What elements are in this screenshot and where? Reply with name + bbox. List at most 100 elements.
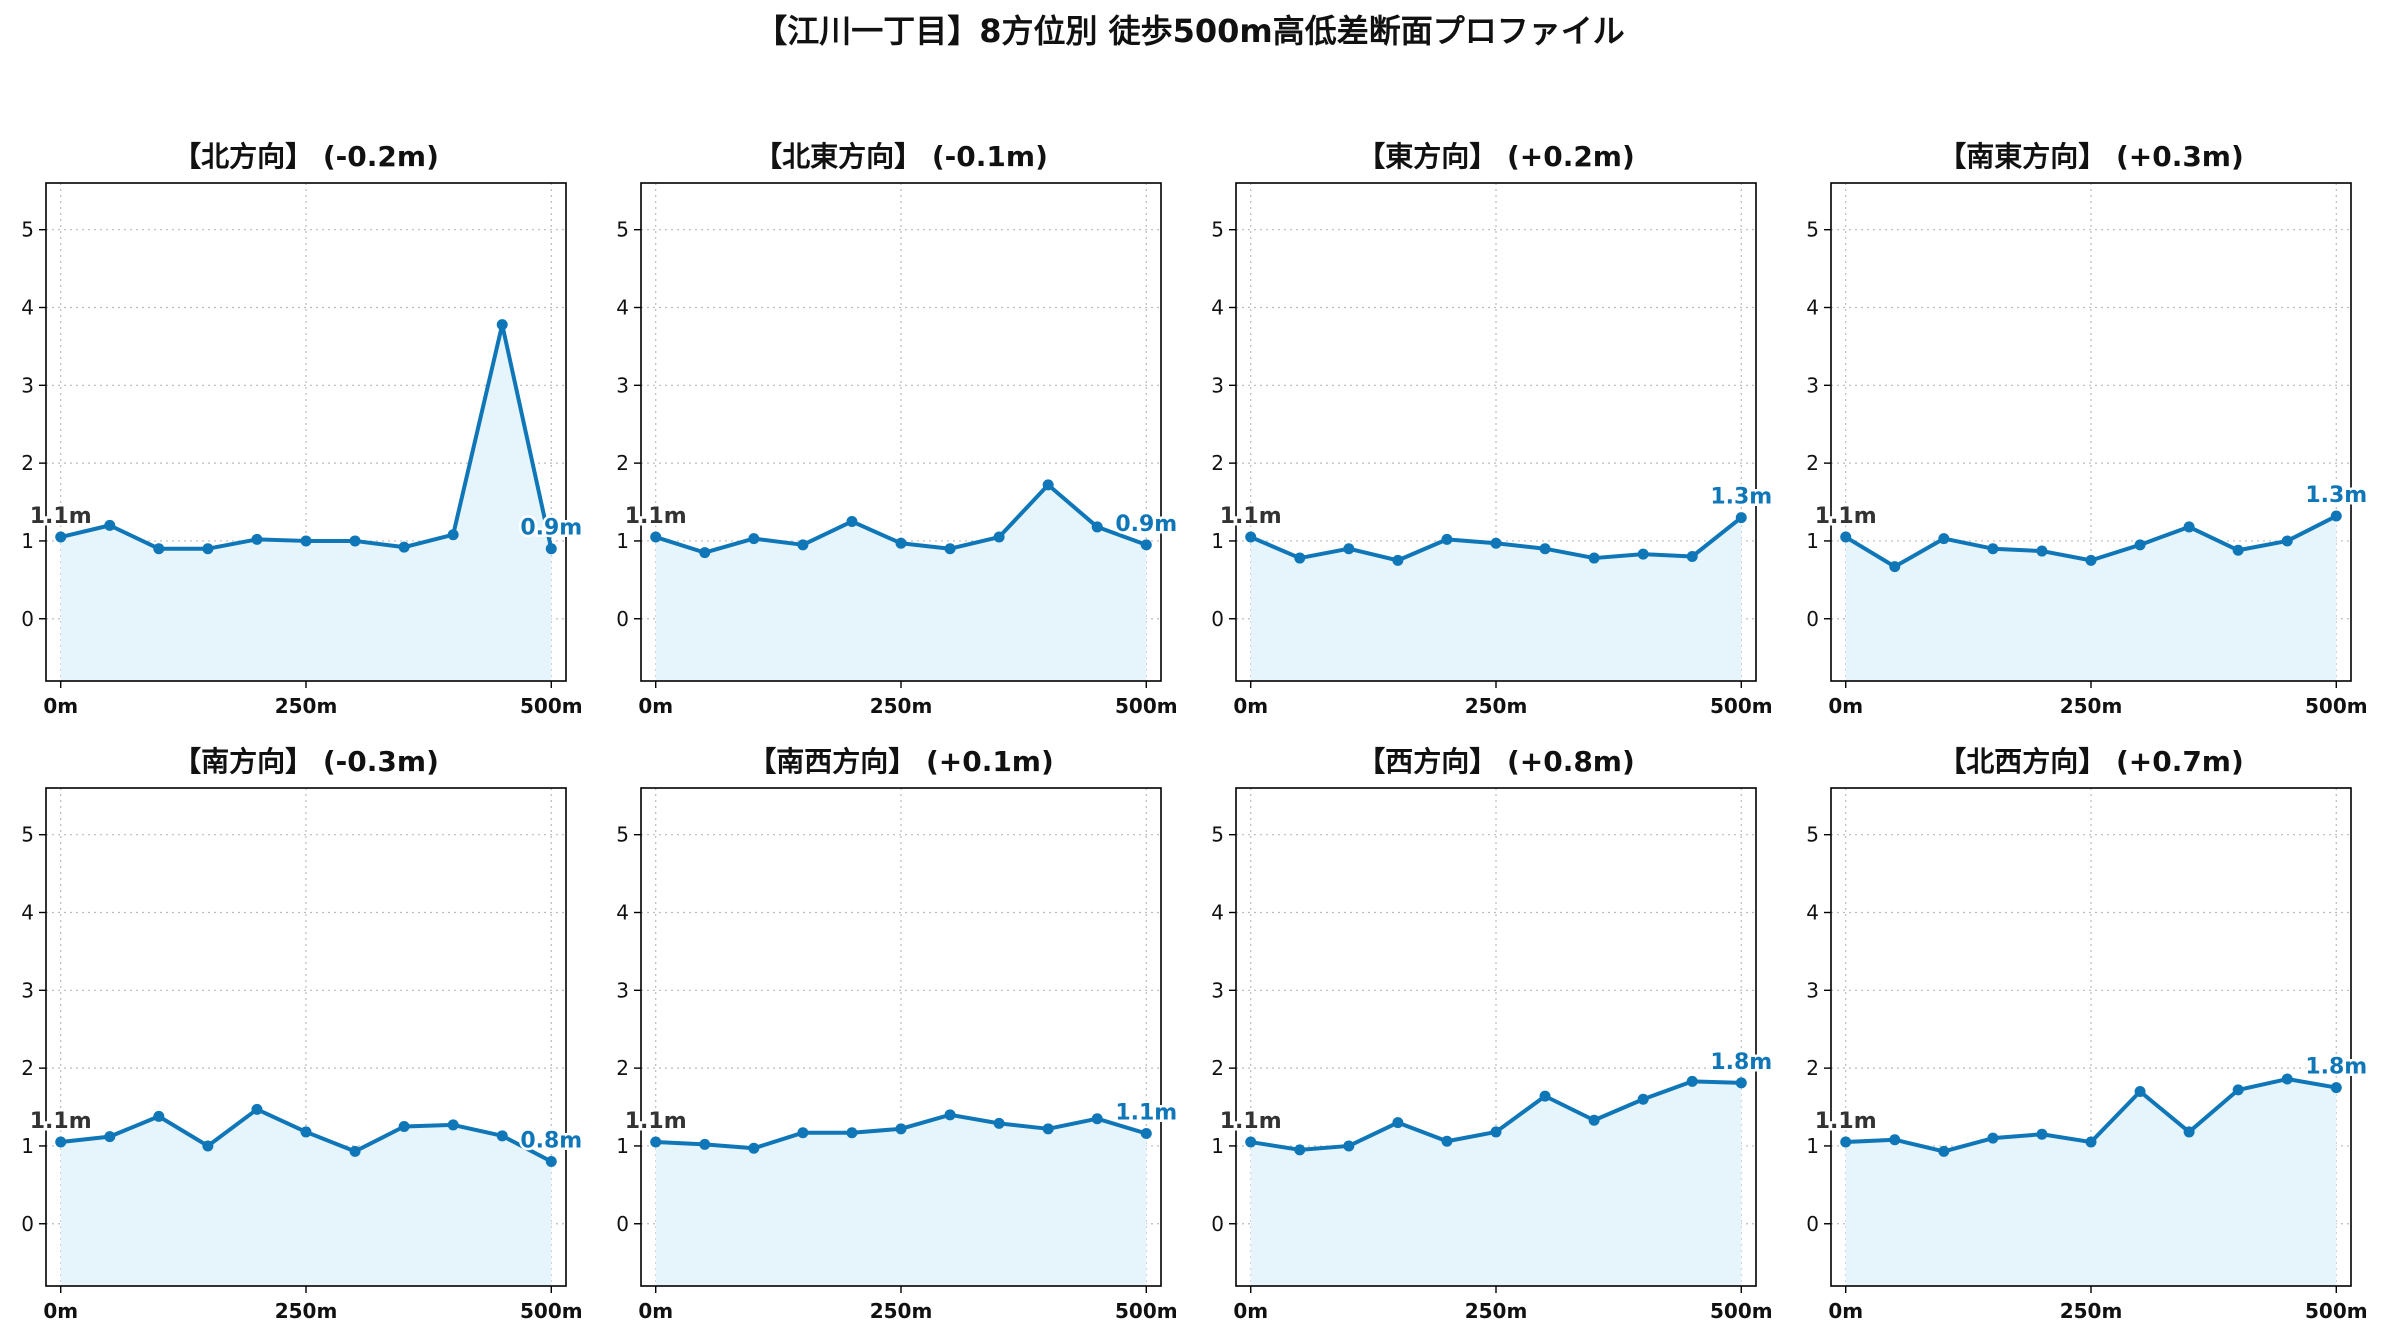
data-point	[2036, 1128, 2048, 1140]
data-point	[1042, 479, 1054, 491]
y-tick-label: 4	[1211, 296, 1224, 320]
data-point	[748, 533, 760, 545]
area-fill	[1250, 1081, 1742, 1286]
data-point	[1686, 551, 1698, 562]
data-point	[2085, 554, 2097, 566]
y-tick-label: 3	[1806, 373, 1819, 397]
data-point	[2134, 1085, 2146, 1097]
data-point	[1042, 1123, 1054, 1135]
start-elevation-label: 1.1m	[30, 504, 92, 529]
figure-title: 【江川一丁目】8方位別 徒歩500m高低差断面プロファイル	[755, 12, 1625, 50]
y-tick-label: 1	[1806, 529, 1819, 553]
x-tick-label: 500m	[2305, 694, 2368, 718]
data-point	[1539, 1090, 1551, 1102]
data-point	[1490, 537, 1502, 549]
data-point	[1294, 552, 1306, 564]
x-tick-label: 250m	[2060, 1299, 2123, 1323]
panel-4: 【南方向】 (-0.3m) 0 1 2 3 4 5 0m 250m 500m 1.1m 0.8m	[21, 745, 584, 1323]
y-tick-label: 0	[1211, 607, 1224, 631]
data-point	[55, 1136, 67, 1148]
data-point	[1588, 552, 1600, 564]
data-point	[1441, 1135, 1453, 1147]
y-tick-label: 5	[616, 218, 629, 242]
data-point	[1140, 1127, 1152, 1139]
y-tick-label: 1	[1211, 1134, 1224, 1158]
panel-title: 【南東方向】 (+0.3m)	[1938, 140, 2244, 173]
x-tick-label: 250m	[275, 1299, 338, 1323]
end-elevation-label: 0.8m	[520, 1129, 582, 1154]
x-tick-label: 250m	[275, 694, 338, 718]
y-tick-label: 4	[21, 296, 34, 320]
panel-title: 【北東方向】 (-0.1m)	[754, 140, 1048, 173]
y-tick-label: 0	[21, 1212, 34, 1236]
data-point	[1091, 521, 1103, 533]
area-fill	[1845, 1079, 2337, 1286]
data-point	[202, 543, 214, 555]
panel-1: 【北東方向】 (-0.1m) 0 1 2 3 4 5 0m 250m 500m 1.1m 0.9m	[616, 140, 1179, 718]
area-fill	[655, 1114, 1147, 1286]
data-point	[748, 1142, 760, 1154]
data-point	[104, 1131, 116, 1143]
y-tick-label: 5	[1211, 218, 1224, 242]
data-point	[349, 1145, 361, 1157]
data-point	[2330, 1082, 2342, 1094]
start-elevation-label: 1.1m	[1220, 504, 1282, 529]
data-point	[1091, 1113, 1103, 1125]
y-tick-label: 2	[616, 1056, 629, 1080]
x-tick-label: 0m	[638, 1299, 673, 1323]
y-tick-label: 3	[616, 978, 629, 1002]
x-tick-label: 500m	[1710, 1299, 1773, 1323]
data-point	[447, 529, 459, 541]
panel-title: 【北方向】 (-0.2m)	[173, 140, 439, 173]
data-point	[2183, 1126, 2195, 1138]
data-point	[398, 541, 410, 553]
data-point	[1343, 1140, 1355, 1152]
data-point	[944, 1109, 956, 1121]
x-tick-label: 0m	[638, 694, 673, 718]
x-tick-label: 500m	[1710, 694, 1773, 718]
y-tick-label: 2	[1806, 451, 1819, 475]
y-tick-label: 1	[1211, 529, 1224, 553]
panel-title: 【西方向】 (+0.8m)	[1357, 745, 1635, 778]
x-tick-label: 0m	[43, 694, 78, 718]
panel-7: 【北西方向】 (+0.7m) 0 1 2 3 4 5 0m 250m 500m 1.1m 1.8m	[1806, 745, 2369, 1323]
data-point	[2281, 535, 2293, 547]
x-tick-label: 500m	[2305, 1299, 2368, 1323]
x-tick-label: 0m	[1828, 694, 1863, 718]
x-tick-label: 250m	[1465, 694, 1528, 718]
data-point	[846, 1127, 858, 1139]
data-point	[545, 543, 557, 555]
data-point	[496, 319, 508, 331]
data-point	[797, 539, 809, 551]
y-tick-label: 0	[1806, 1212, 1819, 1236]
y-tick-label: 2	[21, 1056, 34, 1080]
y-tick-label: 4	[616, 901, 629, 925]
end-elevation-label: 1.3m	[2305, 483, 2367, 508]
y-tick-label: 3	[616, 373, 629, 397]
data-point	[1245, 1136, 1257, 1148]
data-point	[447, 1119, 459, 1131]
y-tick-label: 0	[616, 1212, 629, 1236]
y-tick-label: 1	[616, 1134, 629, 1158]
x-tick-label: 500m	[1115, 694, 1178, 718]
data-point	[993, 531, 1005, 543]
data-point	[1840, 531, 1852, 543]
x-tick-label: 500m	[1115, 1299, 1178, 1323]
x-tick-label: 250m	[2060, 694, 2123, 718]
y-tick-label: 3	[1211, 373, 1224, 397]
x-tick-label: 0m	[1233, 694, 1268, 718]
area-fill	[60, 1109, 552, 1286]
panel-5: 【南西方向】 (+0.1m) 0 1 2 3 4 5 0m 250m 500m 1.1m 1.1m	[616, 745, 1179, 1323]
y-tick-label: 5	[1211, 823, 1224, 847]
data-point	[699, 1138, 711, 1150]
start-elevation-label: 1.1m	[1220, 1109, 1282, 1134]
y-tick-label: 3	[21, 978, 34, 1002]
y-tick-label: 0	[616, 607, 629, 631]
y-tick-label: 1	[21, 529, 34, 553]
y-tick-label: 0	[1806, 607, 1819, 631]
y-tick-label: 3	[21, 373, 34, 397]
data-point	[895, 1123, 907, 1135]
end-elevation-label: 1.1m	[1115, 1100, 1177, 1125]
data-point	[1392, 554, 1404, 566]
